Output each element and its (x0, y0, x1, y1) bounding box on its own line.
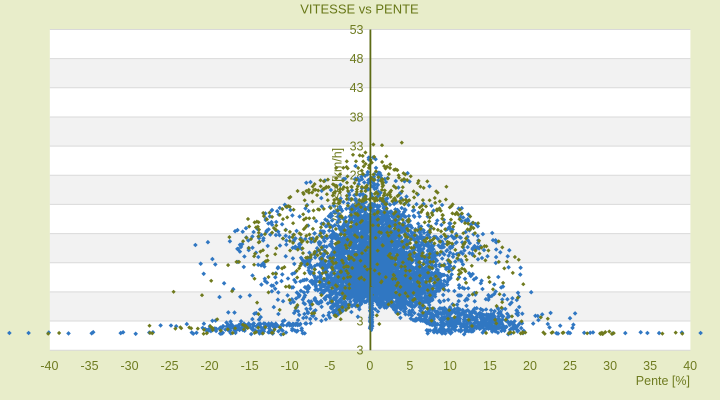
svg-text:-5: -5 (324, 359, 335, 373)
svg-text:25: 25 (563, 359, 577, 373)
svg-text:35: 35 (643, 359, 657, 373)
svg-text:-40: -40 (40, 359, 58, 373)
svg-text:30: 30 (603, 359, 617, 373)
svg-text:48: 48 (350, 52, 364, 66)
svg-text:-15: -15 (241, 359, 259, 373)
svg-text:0: 0 (366, 359, 373, 373)
svg-text:15: 15 (483, 359, 497, 373)
svg-text:-10: -10 (281, 359, 299, 373)
svg-text:53: 53 (350, 23, 364, 37)
svg-text:3: 3 (357, 343, 364, 357)
svg-text:-30: -30 (120, 359, 138, 373)
svg-text:10: 10 (443, 359, 457, 373)
svg-text:-35: -35 (80, 359, 98, 373)
svg-text:5: 5 (406, 359, 413, 373)
svg-text:40: 40 (683, 359, 697, 373)
svg-text:Pente [%]: Pente [%] (636, 374, 690, 388)
svg-text:43: 43 (350, 81, 364, 95)
svg-text:-20: -20 (201, 359, 219, 373)
svg-text:38: 38 (350, 110, 364, 124)
svg-text:-25: -25 (161, 359, 179, 373)
svg-text:33: 33 (350, 139, 364, 153)
svg-text:VITESSE vs PENTE: VITESSE vs PENTE (300, 2, 419, 17)
svg-text:3: 3 (357, 314, 364, 328)
svg-text:20: 20 (523, 359, 537, 373)
